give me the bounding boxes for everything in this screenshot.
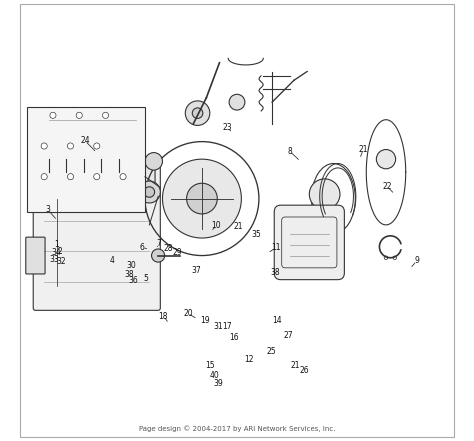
Text: 1: 1 (54, 240, 59, 249)
Text: 32: 32 (56, 257, 65, 266)
Circle shape (187, 183, 217, 214)
Circle shape (120, 174, 126, 180)
Text: 5: 5 (144, 274, 149, 283)
Text: 2: 2 (57, 247, 62, 256)
Text: 10: 10 (211, 221, 221, 230)
Circle shape (185, 101, 210, 125)
Text: 27: 27 (284, 331, 293, 340)
Text: 22: 22 (383, 182, 392, 191)
Text: 8: 8 (287, 147, 292, 156)
Text: 21: 21 (358, 145, 368, 154)
Text: Page design © 2004-2017 by ARI Network Services, Inc.: Page design © 2004-2017 by ARI Network S… (139, 425, 335, 432)
Circle shape (144, 187, 155, 197)
Text: 3: 3 (45, 205, 50, 214)
Text: 21: 21 (291, 362, 300, 370)
Text: 34: 34 (52, 248, 61, 257)
Text: 28: 28 (164, 243, 173, 253)
Circle shape (138, 181, 160, 203)
Circle shape (163, 159, 241, 238)
Circle shape (94, 143, 100, 149)
Text: 24: 24 (80, 136, 90, 145)
Text: 33: 33 (49, 254, 59, 264)
Text: 26: 26 (299, 366, 309, 375)
Text: 16: 16 (229, 333, 239, 343)
Text: 30: 30 (126, 261, 136, 270)
Text: 25: 25 (266, 347, 276, 355)
Circle shape (192, 108, 203, 118)
Circle shape (310, 179, 340, 209)
FancyBboxPatch shape (274, 205, 345, 280)
FancyBboxPatch shape (27, 107, 145, 212)
Text: 15: 15 (205, 362, 215, 370)
FancyBboxPatch shape (33, 166, 160, 310)
Circle shape (145, 153, 163, 170)
Text: 37: 37 (192, 265, 201, 274)
Text: 17: 17 (223, 322, 232, 331)
Text: 29: 29 (172, 248, 182, 257)
Text: 4: 4 (109, 256, 115, 265)
Circle shape (384, 256, 388, 259)
Circle shape (67, 174, 73, 180)
Text: 7: 7 (156, 239, 162, 248)
Circle shape (376, 149, 396, 169)
Text: 12: 12 (245, 355, 254, 364)
Text: 40: 40 (210, 371, 219, 380)
Text: 19: 19 (201, 316, 210, 325)
Text: 23: 23 (223, 123, 232, 132)
Text: 9: 9 (414, 256, 419, 265)
Text: 35: 35 (251, 231, 261, 239)
Text: 38: 38 (271, 268, 281, 277)
Circle shape (102, 112, 109, 118)
Text: 31: 31 (214, 322, 223, 332)
Circle shape (229, 94, 245, 110)
Text: 36: 36 (128, 277, 138, 285)
FancyBboxPatch shape (38, 158, 155, 187)
Text: 6: 6 (139, 243, 145, 252)
Text: 11: 11 (271, 243, 280, 252)
Circle shape (94, 174, 100, 180)
Text: 39: 39 (214, 379, 223, 389)
Circle shape (76, 112, 82, 118)
Text: 21: 21 (234, 222, 243, 231)
Text: 14: 14 (273, 316, 282, 325)
Circle shape (41, 143, 47, 149)
Circle shape (67, 143, 73, 149)
Circle shape (393, 256, 397, 259)
Text: 20: 20 (183, 309, 193, 318)
FancyBboxPatch shape (26, 237, 45, 274)
Text: 18: 18 (159, 311, 168, 321)
Text: 38: 38 (124, 270, 134, 279)
Circle shape (152, 249, 164, 262)
Circle shape (41, 174, 47, 180)
Circle shape (50, 112, 56, 118)
